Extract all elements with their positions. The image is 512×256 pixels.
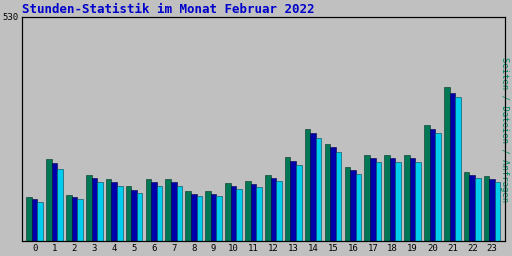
- Y-axis label: Seiten / Dateien / Anfragen: Seiten / Dateien / Anfragen: [500, 57, 509, 202]
- Bar: [435, 133, 441, 241]
- Bar: [157, 186, 162, 241]
- Bar: [97, 182, 102, 241]
- Bar: [77, 199, 83, 241]
- Bar: [316, 138, 322, 241]
- Bar: [370, 158, 376, 241]
- Bar: [484, 176, 489, 241]
- Bar: [475, 178, 481, 241]
- Bar: [444, 87, 450, 241]
- Bar: [92, 178, 97, 241]
- Bar: [245, 181, 251, 241]
- Bar: [290, 161, 296, 241]
- Bar: [126, 186, 131, 241]
- Bar: [237, 189, 242, 241]
- Bar: [145, 179, 151, 241]
- Bar: [131, 190, 137, 241]
- Bar: [336, 152, 342, 241]
- Bar: [415, 162, 421, 241]
- Bar: [390, 158, 395, 241]
- Text: Stunden-Statistik im Monat Februar 2022: Stunden-Statistik im Monat Februar 2022: [22, 3, 314, 16]
- Bar: [489, 179, 495, 241]
- Bar: [231, 186, 237, 241]
- Bar: [296, 165, 302, 241]
- Bar: [211, 194, 217, 241]
- Bar: [305, 129, 310, 241]
- Bar: [495, 182, 501, 241]
- Bar: [86, 175, 92, 241]
- Bar: [310, 133, 316, 241]
- Bar: [26, 197, 32, 241]
- Bar: [464, 172, 470, 241]
- Bar: [32, 199, 37, 241]
- Bar: [112, 182, 117, 241]
- Bar: [151, 182, 157, 241]
- Bar: [171, 182, 177, 241]
- Bar: [470, 175, 475, 241]
- Bar: [365, 155, 370, 241]
- Bar: [191, 194, 197, 241]
- Bar: [455, 98, 461, 241]
- Bar: [197, 196, 202, 241]
- Bar: [185, 191, 191, 241]
- Bar: [345, 167, 350, 241]
- Bar: [106, 179, 112, 241]
- Bar: [137, 193, 142, 241]
- Bar: [251, 184, 256, 241]
- Bar: [165, 179, 171, 241]
- Bar: [424, 125, 430, 241]
- Bar: [285, 157, 290, 241]
- Bar: [265, 175, 270, 241]
- Bar: [57, 169, 63, 241]
- Bar: [395, 162, 401, 241]
- Bar: [37, 202, 43, 241]
- Bar: [52, 163, 57, 241]
- Bar: [46, 159, 52, 241]
- Bar: [356, 174, 361, 241]
- Bar: [117, 186, 122, 241]
- Bar: [66, 195, 72, 241]
- Bar: [217, 196, 222, 241]
- Bar: [430, 129, 435, 241]
- Bar: [404, 155, 410, 241]
- Bar: [325, 144, 330, 241]
- Bar: [72, 197, 77, 241]
- Bar: [330, 147, 336, 241]
- Bar: [205, 191, 211, 241]
- Bar: [410, 158, 415, 241]
- Bar: [276, 181, 282, 241]
- Bar: [270, 178, 276, 241]
- Bar: [256, 187, 262, 241]
- Bar: [350, 170, 356, 241]
- Bar: [376, 162, 381, 241]
- Bar: [225, 183, 231, 241]
- Bar: [450, 93, 455, 241]
- Bar: [177, 186, 182, 241]
- Bar: [385, 155, 390, 241]
